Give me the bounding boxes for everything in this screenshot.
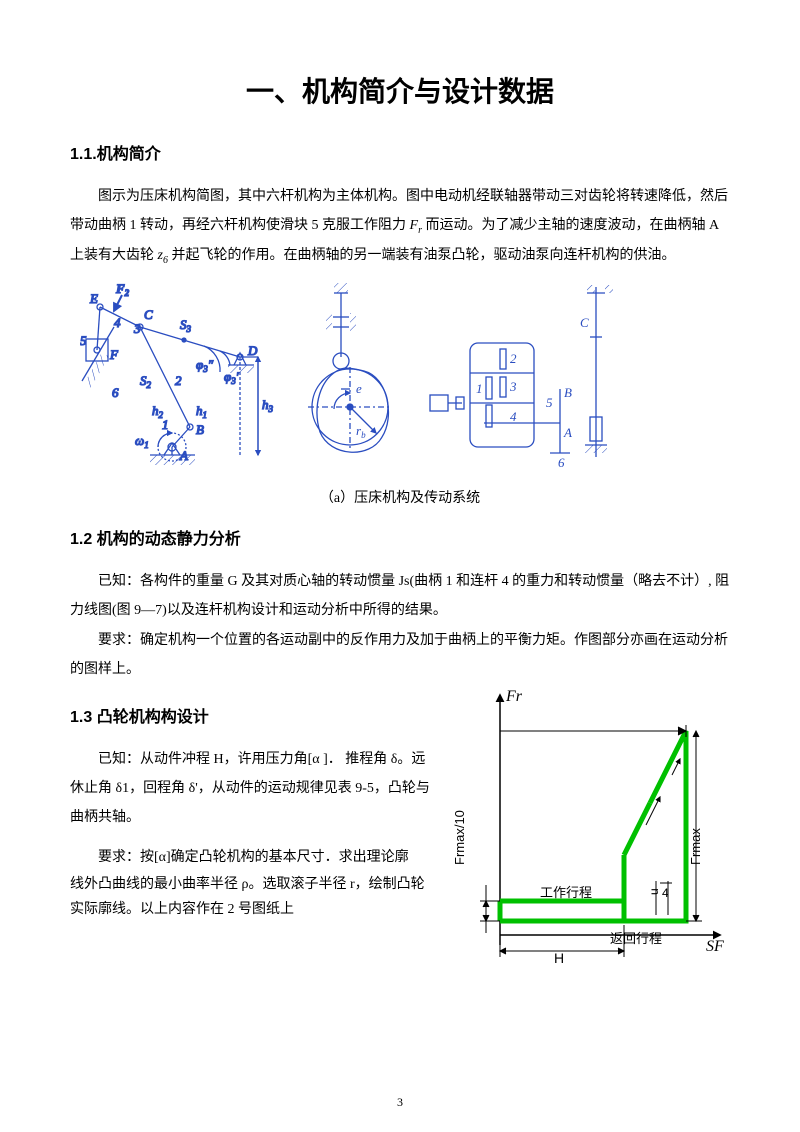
svg-text:e: e bbox=[356, 381, 362, 396]
svg-text:F: F bbox=[109, 347, 119, 362]
section-1-3-p2: 要求：按[α]确定凸轮机构的基本尺寸．求出理论廓 bbox=[70, 843, 434, 872]
svg-text:h3: h3 bbox=[262, 397, 274, 414]
svg-text:B: B bbox=[564, 385, 572, 400]
chart-y-right-label: Frmax bbox=[688, 827, 703, 864]
svg-text:1: 1 bbox=[476, 381, 483, 396]
svg-text:φ3″: φ3″ bbox=[196, 357, 214, 374]
figure-force-chart: Fr SF bbox=[450, 685, 730, 965]
svg-text:5: 5 bbox=[546, 395, 553, 410]
svg-text:S2: S2 bbox=[140, 373, 152, 390]
svg-text:C: C bbox=[144, 307, 153, 322]
section-1-3-head: 1.3 凸轮机构构设计 bbox=[70, 703, 434, 727]
svg-text:S3: S3 bbox=[180, 317, 192, 334]
svg-text:D: D bbox=[247, 343, 258, 358]
svg-text:A: A bbox=[563, 425, 572, 440]
section-1-2-head: 1.2 机构的动态静力分析 bbox=[70, 525, 730, 549]
svg-text:6: 6 bbox=[558, 455, 565, 470]
chart-frac-label: u bbox=[647, 888, 661, 895]
svg-text:4: 4 bbox=[510, 409, 517, 424]
svg-text:3: 3 bbox=[509, 379, 517, 394]
chart-y-left-label: Frmax/10 bbox=[452, 810, 467, 865]
svg-text:ω1: ω1 bbox=[135, 433, 149, 450]
chart-y-axis-label: Fr bbox=[505, 688, 523, 705]
svg-text:5: 5 bbox=[80, 333, 87, 348]
chart-work-label: 工作行程 bbox=[540, 885, 592, 900]
svg-text:F2: F2 bbox=[115, 281, 130, 298]
section-1-2-p2: 要求：确定机构一个位置的各运动副中的反作用力及加于曲柄上的平衡力矩。作图部分亦画… bbox=[70, 626, 730, 685]
page-title: 一、机构简介与设计数据 bbox=[70, 70, 730, 110]
page-number: 3 bbox=[0, 1095, 800, 1110]
figure-a-caption: （a）压床机构及传动系统 bbox=[70, 487, 730, 507]
chart-return-label: 返回行程 bbox=[610, 931, 662, 946]
svg-text:h2: h2 bbox=[152, 403, 164, 420]
svg-text:C: C bbox=[580, 315, 589, 330]
section-1-3-p3: 线外凸曲线的最小曲率半径 ρ。选取滚子半径 r，绘制凸轮实际廓线。以上内容作在 … bbox=[70, 872, 434, 922]
svg-text:rb: rb bbox=[356, 423, 366, 440]
section-1-1-para: 图示为压床机构简图，其中六杆机构为主体机构。图中电动机经联轴器带动三对齿轮将转速… bbox=[70, 182, 730, 271]
svg-text:3: 3 bbox=[133, 321, 141, 336]
svg-text:4: 4 bbox=[662, 886, 669, 900]
svg-text:4: 4 bbox=[114, 315, 121, 330]
chart-h-label: H bbox=[554, 950, 564, 965]
section-1-2-p1: 已知：各构件的重量 G 及其对质心轴的转动惯量 Js(曲柄 1 和连杆 4 的重… bbox=[70, 567, 730, 626]
svg-text:E: E bbox=[89, 291, 98, 306]
chart-x-axis-label: SF bbox=[706, 938, 724, 955]
section-1-1-head: 1.1.机构简介 bbox=[70, 140, 730, 164]
section-1-3-p1: 已知：从动件冲程 H，许用压力角[α ]． 推程角 δ。远休止角 δ1，回程角 … bbox=[70, 745, 434, 833]
svg-text:2: 2 bbox=[510, 351, 517, 366]
figure-a-mechanism: A ω1 1 B 2 S2 D C 3 S3 E 4 F2 bbox=[80, 277, 620, 477]
svg-text:6: 6 bbox=[112, 385, 119, 400]
svg-text:B: B bbox=[196, 422, 204, 437]
svg-text:2: 2 bbox=[175, 373, 182, 388]
svg-text:h1: h1 bbox=[196, 403, 207, 420]
